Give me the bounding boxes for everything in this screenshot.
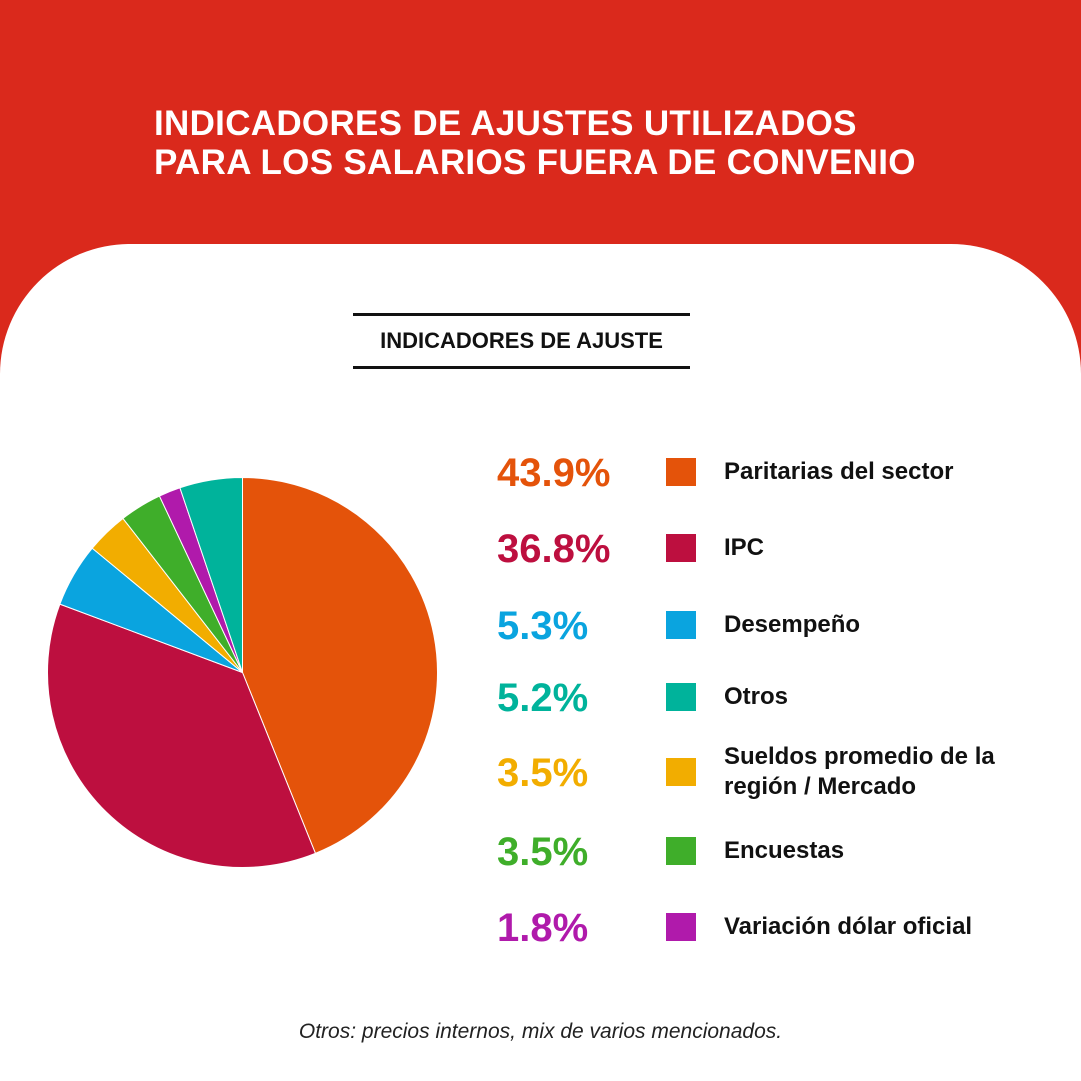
footnote-text: precios internos, mix de varios menciona… (356, 1020, 783, 1043)
page-title-line-1: INDICADORES DE AJUSTES UTILIZADOS (154, 104, 857, 143)
page-title: INDICADORES DE AJUSTES UTILIZADOS PARA L… (154, 104, 916, 182)
page-title-line-2: PARA LOS SALARIOS FUERA DE CONVENIO (154, 143, 916, 182)
footnote-term: Otros: (298, 1020, 357, 1043)
footnote: Otros: precios internos, mix de varios m… (0, 1020, 1081, 1044)
pie-slice (179, 476, 243, 673)
pie-chart (47, 476, 438, 868)
pie-slice (242, 476, 438, 855)
section-title: INDICADORES DE AJUSTE (353, 313, 690, 369)
pie-slice (47, 603, 317, 868)
